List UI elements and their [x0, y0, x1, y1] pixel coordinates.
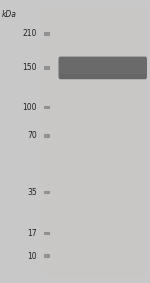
FancyBboxPatch shape: [58, 57, 147, 79]
FancyBboxPatch shape: [44, 232, 50, 235]
Text: 35: 35: [27, 188, 37, 197]
FancyBboxPatch shape: [44, 191, 50, 194]
Text: 70: 70: [27, 131, 37, 140]
FancyBboxPatch shape: [44, 106, 50, 109]
FancyBboxPatch shape: [60, 74, 146, 79]
Text: 100: 100: [22, 103, 37, 112]
Text: kDa: kDa: [2, 10, 16, 19]
Text: 150: 150: [22, 63, 37, 72]
FancyBboxPatch shape: [44, 32, 50, 36]
Text: 17: 17: [27, 229, 37, 238]
FancyBboxPatch shape: [44, 254, 50, 258]
FancyBboxPatch shape: [44, 66, 50, 70]
FancyBboxPatch shape: [42, 6, 147, 277]
Text: 210: 210: [22, 29, 37, 38]
Text: 10: 10: [27, 252, 37, 261]
FancyBboxPatch shape: [44, 134, 50, 138]
